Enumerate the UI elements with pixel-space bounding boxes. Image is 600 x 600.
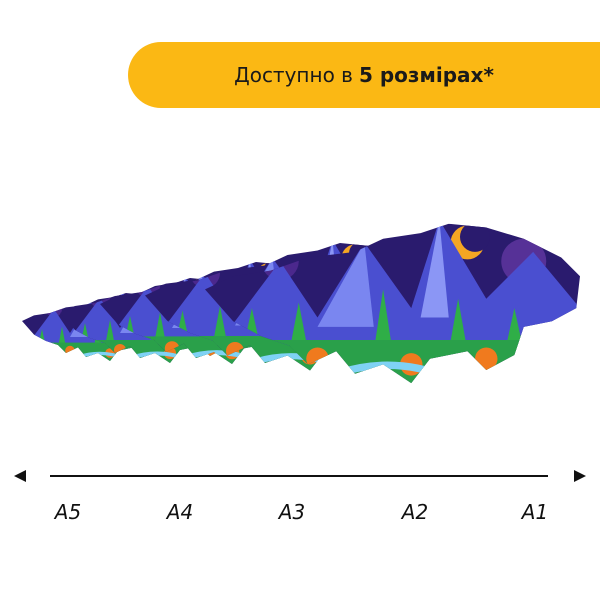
size-label: A1 bbox=[521, 500, 549, 524]
size-label: A4 bbox=[166, 500, 194, 524]
size-label: A2 bbox=[401, 500, 429, 524]
size-label: A5 bbox=[54, 500, 82, 524]
arrow-right bbox=[574, 470, 586, 482]
arrow-left bbox=[14, 470, 26, 482]
size-label: A3 bbox=[278, 500, 306, 524]
banner-text: Доступно в bbox=[234, 63, 353, 87]
banner-highlight: 5 розмірах* bbox=[358, 63, 494, 87]
